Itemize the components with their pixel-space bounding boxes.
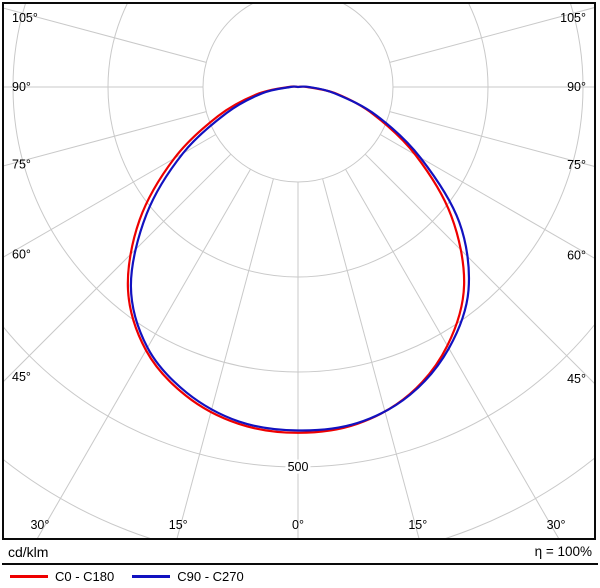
svg-text:75°: 75° xyxy=(567,158,586,172)
legend-item-c0-c180: C0 - C180 xyxy=(10,569,114,584)
svg-text:45°: 45° xyxy=(12,370,31,384)
svg-text:75°: 75° xyxy=(12,158,31,172)
svg-text:105°: 105° xyxy=(560,11,586,25)
svg-text:60°: 60° xyxy=(567,249,586,263)
svg-text:45°: 45° xyxy=(567,372,586,386)
polar-chart-box: 0° 15° 15° 30° 30° 45° 45° 60° 60° 75° 75° 90° 90° 10… xyxy=(2,2,596,540)
svg-text:500: 500 xyxy=(288,460,309,474)
meta-row: cd/klm η = 100% xyxy=(2,541,598,562)
legend-label: C0 - C180 xyxy=(55,569,115,584)
svg-text:0°: 0° xyxy=(292,518,304,532)
polar-intensity-plot: 0° 15° 15° 30° 30° 45° 45° 60° 60° 75° 75° 90° 90° 10… xyxy=(4,4,594,538)
legend-label: C90 - C270 xyxy=(177,569,244,584)
svg-text:90°: 90° xyxy=(567,80,586,94)
svg-text:15°: 15° xyxy=(169,518,188,532)
unit-label: cd/klm xyxy=(8,543,49,560)
svg-text:30°: 30° xyxy=(30,518,49,532)
efficiency-label: η = 100% xyxy=(534,544,592,559)
svg-text:105°: 105° xyxy=(12,11,38,25)
svg-text:30°: 30° xyxy=(547,518,566,532)
svg-text:15°: 15° xyxy=(408,518,427,532)
series-line-swatch-red xyxy=(10,575,48,578)
legend-item-c90-c270: C90 - C270 xyxy=(132,569,244,584)
svg-text:90°: 90° xyxy=(12,80,31,94)
svg-text:60°: 60° xyxy=(12,247,31,261)
series-line-swatch-blue xyxy=(132,575,171,578)
legend: C0 - C180 C90 - C270 xyxy=(2,563,598,588)
